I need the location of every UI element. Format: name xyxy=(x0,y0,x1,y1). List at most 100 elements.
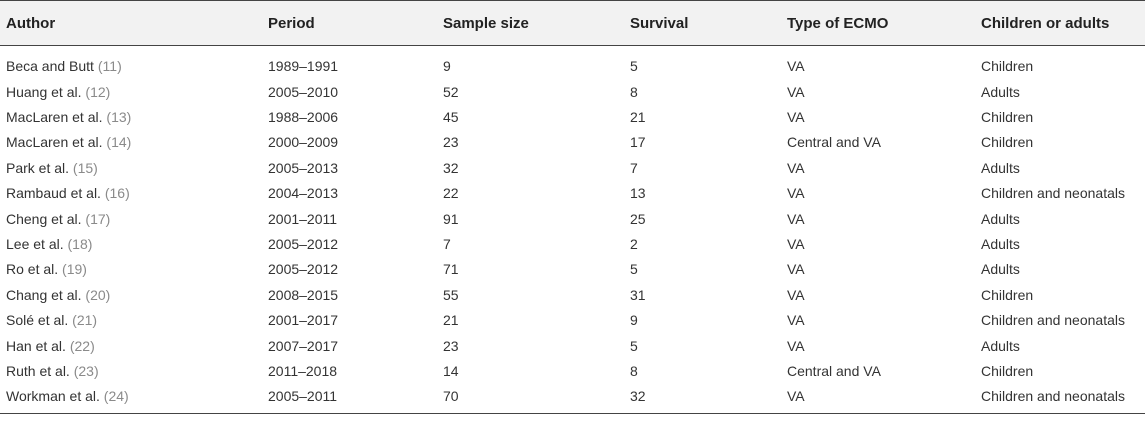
author-name: Rambaud et al. xyxy=(6,185,101,202)
reference-number: 21 xyxy=(76,312,93,329)
cell-children-or-adults: Children xyxy=(981,286,1034,303)
cell-period: 2001–2017 xyxy=(268,312,339,329)
cell-author: Cheng et al. (17) xyxy=(0,206,262,231)
reference-number: 18 xyxy=(72,236,88,253)
reference-citation: (14) xyxy=(106,134,132,151)
table-row: MacLaren et al. (14) 2000–2009 23 17 Central… xyxy=(0,130,1145,155)
cell-type-of-ecmo: VA xyxy=(787,83,805,100)
header-row: Author Period Sample size Survival Type … xyxy=(0,0,1145,46)
cell-type-of-ecmo: VA xyxy=(787,210,805,227)
cell-sample-size: 52 xyxy=(443,83,459,100)
cell-sample-size: 71 xyxy=(443,261,459,278)
cell-period: 2007–2017 xyxy=(268,337,339,354)
table-header: Author Period Sample size Survival Type … xyxy=(0,0,1145,46)
cell-children-or-adults: Adults xyxy=(981,83,1020,100)
cell-children-or-adults: Children and neonatals xyxy=(981,185,1125,202)
header-survival: Survival xyxy=(624,0,781,46)
cell-author: Park et al. (15) xyxy=(0,155,262,180)
cell-children-or-adults: Children xyxy=(981,109,1034,126)
author-name: Ro et al. xyxy=(6,261,59,278)
cell-type-of-ecmo: VA xyxy=(787,286,805,303)
author-name: MacLaren et al. xyxy=(6,109,103,126)
cell-survival: 5 xyxy=(630,261,638,278)
cell-period: 2005–2012 xyxy=(268,236,339,253)
table-body: Beca and Butt (11) 1989–1991 9 5 VA Children H… xyxy=(0,46,1145,415)
cell-type-of-ecmo: VA xyxy=(787,109,805,126)
reference-citation: (15) xyxy=(72,159,98,176)
cell-survival: 21 xyxy=(630,109,646,126)
reference-number: 13 xyxy=(111,109,127,126)
cell-survival: 7 xyxy=(630,159,638,176)
header-sample-size: Sample size xyxy=(437,0,624,46)
author-name: Chang et al. xyxy=(6,286,82,303)
cell-sample-size: 23 xyxy=(443,337,459,354)
reference-citation: (16) xyxy=(104,185,130,202)
cell-sample-size: 22 xyxy=(443,185,459,202)
table-row: Cheng et al. (17) 2001–2011 91 25 VA Adults xyxy=(0,206,1145,231)
table-row: Han et al. (22) 2007–2017 23 5 VA Adults xyxy=(0,333,1145,358)
cell-survival: 8 xyxy=(630,362,638,379)
reference-number: 14 xyxy=(111,134,127,151)
cell-type-of-ecmo: VA xyxy=(787,57,805,74)
cell-author: Ruth et al. (23) xyxy=(0,358,262,383)
cell-sample-size: 9 xyxy=(443,57,451,74)
table-row: MacLaren et al. (13) 1988–2006 45 21 VA Child… xyxy=(0,104,1145,129)
cell-type-of-ecmo: Central and VA xyxy=(787,362,881,379)
cell-sample-size: 55 xyxy=(443,286,459,303)
cell-survival: 31 xyxy=(630,286,646,303)
table-row: Workman et al. (24) 2005–2011 70 32 VA Childr… xyxy=(0,383,1145,415)
cell-children-or-adults: Adults xyxy=(981,159,1020,176)
cell-type-of-ecmo: VA xyxy=(787,236,805,253)
reference-citation: (21) xyxy=(72,312,98,329)
reference-number: 19 xyxy=(66,261,83,278)
cell-type-of-ecmo: VA xyxy=(787,312,805,329)
cell-survival: 13 xyxy=(630,185,646,202)
cell-period: 2005–2011 xyxy=(262,383,437,415)
cell-period: 1989–1991 xyxy=(268,57,339,74)
cell-sample-size: 45 xyxy=(443,109,459,126)
cell-author: Ro et al. (19) xyxy=(0,257,262,282)
cell-children-or-adults: Adults xyxy=(981,210,1020,227)
cell-author: Han et al. (22) xyxy=(0,333,262,358)
cell-period: 2000–2009 xyxy=(268,134,339,151)
reference-citation: (18) xyxy=(67,236,93,253)
cell-author: Workman et al. (24) xyxy=(0,383,262,415)
reference-number: 22 xyxy=(74,337,91,354)
cell-children-or-adults: Adults xyxy=(981,337,1020,354)
table-row: Beca and Butt (11) 1989–1991 9 5 VA Children xyxy=(0,46,1145,80)
table-row: Huang et al. (12) 2005–2010 52 8 VA Adults xyxy=(0,79,1145,104)
reference-citation: (12) xyxy=(85,83,111,100)
author-name: Ruth et al. xyxy=(6,362,70,379)
table-row: Lee et al. (18) 2005–2012 7 2 VA Adults xyxy=(0,231,1145,256)
cell-type-of-ecmo: VA xyxy=(787,261,805,278)
header-type-of-ecmo: Type of ECMO xyxy=(781,0,975,46)
cell-children-or-adults: Children and neonatals xyxy=(975,383,1145,415)
table-row: Chang et al. (20) 2008–2015 55 31 VA Children xyxy=(0,282,1145,307)
reference-citation: (19) xyxy=(62,261,87,278)
reference-citation: (20) xyxy=(85,286,111,303)
reference-citation: (24) xyxy=(103,388,129,405)
table-row: Ruth et al. (23) 2011–2018 14 8 Central and … xyxy=(0,358,1145,383)
cell-period: 2008–2015 xyxy=(268,286,339,303)
reference-citation: (23) xyxy=(73,362,99,379)
cell-author: Rambaud et al. (16) xyxy=(0,181,262,206)
author-name: Lee et al. xyxy=(6,236,64,253)
reference-citation: (13) xyxy=(106,109,132,126)
cell-type-of-ecmo: VA xyxy=(787,185,805,202)
cell-sample-size: 21 xyxy=(443,312,459,329)
reference-number: 24 xyxy=(108,388,125,405)
cell-sample-size: 32 xyxy=(443,159,459,176)
reference-number: 20 xyxy=(90,286,106,303)
cell-author: Solé et al. (21) xyxy=(0,308,262,333)
cell-author: Lee et al. (18) xyxy=(0,231,262,256)
reference-citation: (11) xyxy=(97,57,122,74)
cell-survival: 8 xyxy=(630,83,638,100)
cell-children-or-adults: Children xyxy=(981,57,1034,74)
cell-children-or-adults: Children xyxy=(981,134,1034,151)
reference-number: 16 xyxy=(109,185,126,202)
cell-author: Huang et al. (12) xyxy=(0,79,262,104)
cell-type-of-ecmo: Central and VA xyxy=(787,134,881,151)
reference-number: 11 xyxy=(102,57,118,74)
reference-citation: (17) xyxy=(85,210,111,227)
